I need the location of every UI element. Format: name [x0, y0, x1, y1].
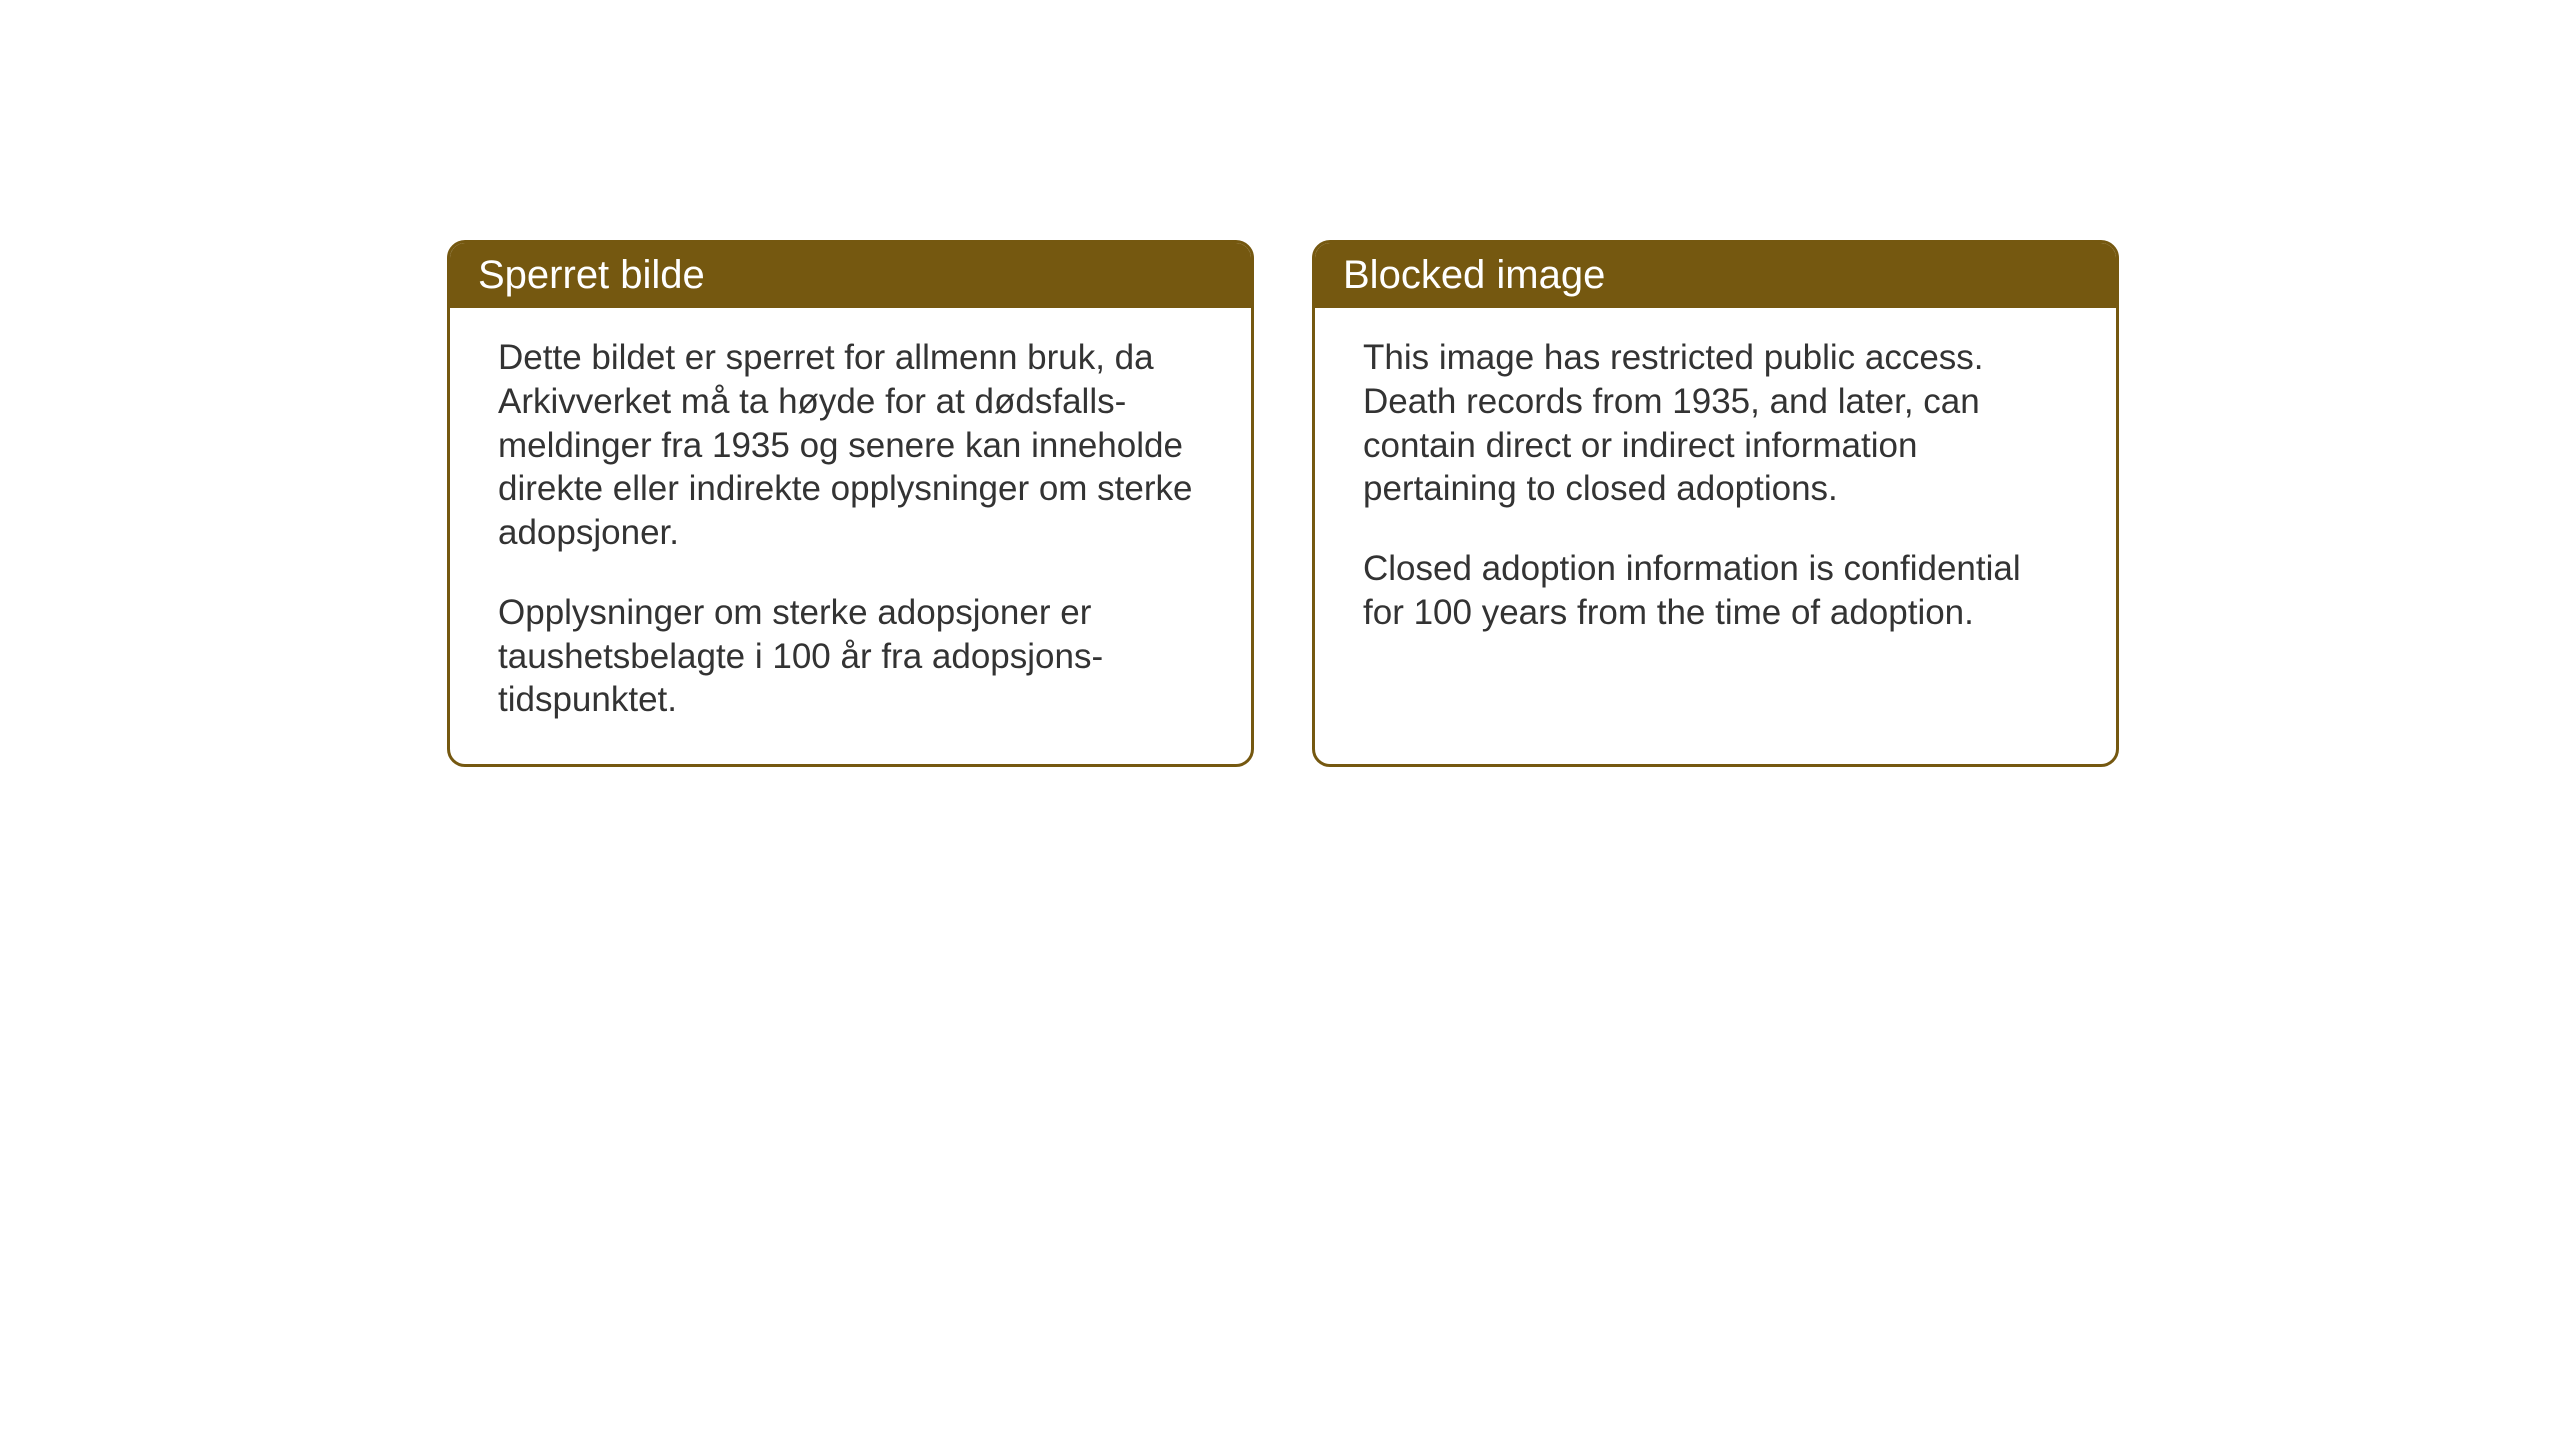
card-header-english: Blocked image — [1315, 243, 2116, 308]
card-title-english: Blocked image — [1343, 253, 1605, 297]
card-body-norwegian: Dette bildet er sperret for allmenn bruk… — [450, 308, 1251, 764]
card-header-norwegian: Sperret bilde — [450, 243, 1251, 308]
card-paragraph-2-norwegian: Opplysninger om sterke adopsjoner er tau… — [498, 591, 1203, 722]
card-paragraph-2-english: Closed adoption information is confident… — [1363, 547, 2068, 635]
card-paragraph-1-english: This image has restricted public access.… — [1363, 336, 2068, 511]
card-body-english: This image has restricted public access.… — [1315, 308, 2116, 677]
notice-card-english: Blocked image This image has restricted … — [1312, 240, 2119, 767]
card-paragraph-1-norwegian: Dette bildet er sperret for allmenn bruk… — [498, 336, 1203, 555]
notice-card-norwegian: Sperret bilde Dette bildet er sperret fo… — [447, 240, 1254, 767]
card-title-norwegian: Sperret bilde — [478, 253, 705, 297]
notice-container: Sperret bilde Dette bildet er sperret fo… — [447, 240, 2119, 767]
